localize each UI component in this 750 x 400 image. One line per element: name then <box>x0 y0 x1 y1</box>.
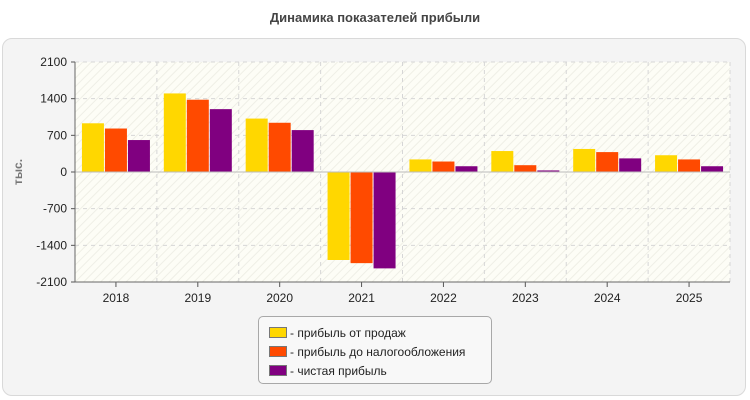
y-tick-label: -2100 <box>36 275 67 289</box>
x-tick-label: 2019 <box>184 291 211 305</box>
bar-2022-series-2 <box>455 166 478 172</box>
legend-swatch-pretax-profit <box>269 346 287 357</box>
legend-label-pretax-profit: - прибыль до налогообложения <box>290 344 466 359</box>
bar-2023-series-1 <box>514 165 537 172</box>
x-tick-label: 2018 <box>103 291 130 305</box>
bar-2018-series-0 <box>81 123 104 172</box>
bar-2024-series-2 <box>619 158 642 172</box>
bar-2022-series-0 <box>409 159 432 172</box>
bar-2025-series-0 <box>655 155 678 172</box>
bar-2024-series-1 <box>596 152 619 172</box>
bar-2022-series-1 <box>432 161 455 172</box>
y-axis-label: тыс. <box>11 159 25 185</box>
bar-2018-series-2 <box>127 140 150 172</box>
y-tick-label: 700 <box>47 128 67 142</box>
y-tick-label: 1400 <box>40 92 67 106</box>
y-tick-label: 0 <box>60 165 67 179</box>
y-tick-label: 2100 <box>40 55 67 69</box>
chart-title: Динамика показателей прибыли <box>269 10 481 25</box>
legend-item-pretax-profit: - прибыль до налогообложения <box>269 342 491 361</box>
legend: - прибыль от продаж - прибыль до налогоо… <box>258 316 492 384</box>
bar-2025-series-2 <box>701 166 724 172</box>
bar-2019-series-0 <box>163 93 186 172</box>
x-tick-label: 2023 <box>512 291 539 305</box>
legend-item-sales-profit: - прибыль от продаж <box>269 323 491 342</box>
legend-item-net-profit: - чистая прибыль <box>269 361 491 380</box>
y-tick-label: -1400 <box>36 238 67 252</box>
bar-2020-series-0 <box>245 118 268 172</box>
bar-2024-series-0 <box>573 148 596 172</box>
bar-2020-series-1 <box>268 122 291 172</box>
bar-2018-series-1 <box>104 128 127 172</box>
bar-2023-series-2 <box>537 170 560 172</box>
bar-2020-series-2 <box>291 130 314 172</box>
bar-2025-series-1 <box>678 159 701 172</box>
x-tick-label: 2021 <box>348 291 375 305</box>
x-tick-label: 2024 <box>594 291 621 305</box>
x-tick-label: 2022 <box>430 291 457 305</box>
bar-2021-series-0 <box>327 172 350 260</box>
x-tick-label: 2020 <box>266 291 293 305</box>
legend-label-sales-profit: - прибыль от продаж <box>290 325 406 340</box>
legend-swatch-net-profit <box>269 365 287 376</box>
bar-2019-series-1 <box>186 99 209 172</box>
bar-2021-series-2 <box>373 172 396 269</box>
bar-2021-series-1 <box>350 172 373 264</box>
y-tick-label: -700 <box>43 202 67 216</box>
x-tick-label: 2025 <box>676 291 703 305</box>
legend-swatch-sales-profit <box>269 327 287 338</box>
legend-label-net-profit: - чистая прибыль <box>290 363 387 378</box>
bar-2019-series-2 <box>209 109 232 172</box>
bar-2023-series-0 <box>491 151 514 172</box>
